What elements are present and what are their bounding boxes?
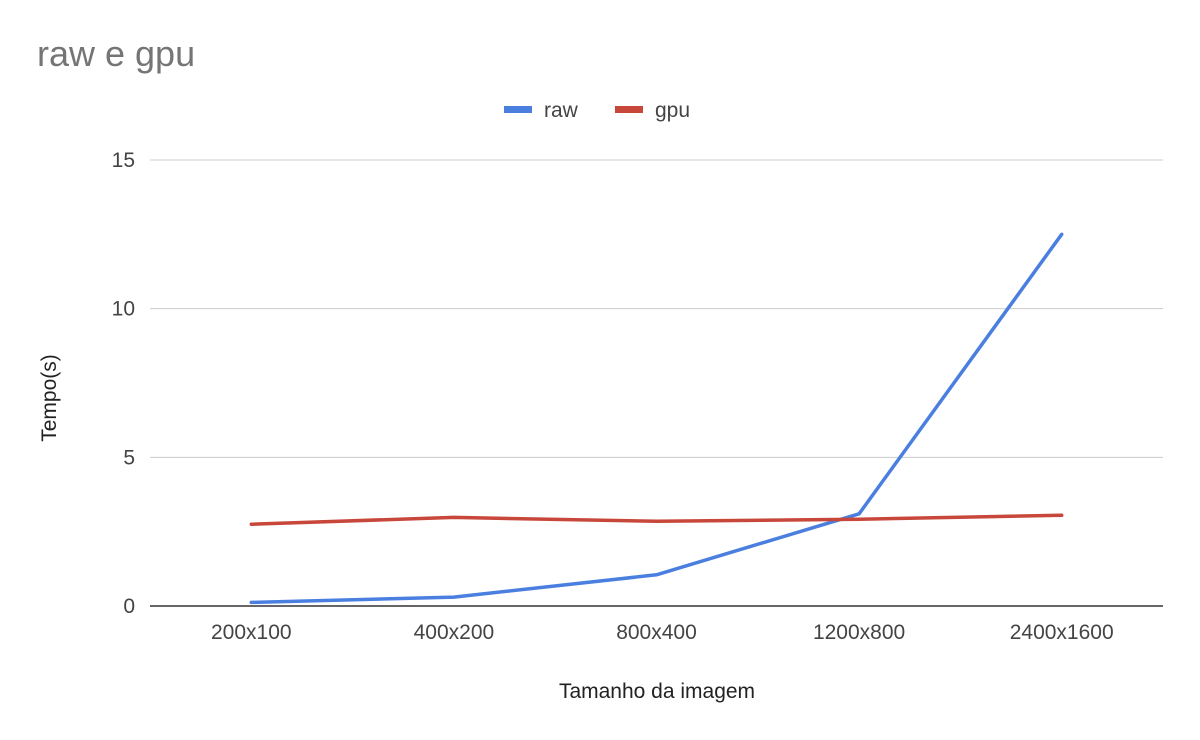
legend-label: gpu bbox=[655, 99, 690, 122]
x-tick-label: 200x100 bbox=[211, 621, 292, 644]
data-point bbox=[858, 513, 860, 515]
legend: raw gpu bbox=[504, 99, 690, 122]
data-point bbox=[453, 516, 455, 518]
y-axis-title: Tempo(s) bbox=[38, 354, 61, 442]
data-point bbox=[858, 518, 860, 520]
y-axis-ticks: 0 5 10 15 bbox=[112, 149, 135, 618]
series-line-gpu bbox=[249, 513, 1064, 526]
x-tick-label: 800x400 bbox=[616, 621, 697, 644]
series-line-raw bbox=[249, 232, 1064, 605]
chart-title: raw e gpu bbox=[37, 33, 195, 74]
y-tick-label: 5 bbox=[123, 446, 135, 469]
y-tick-label: 0 bbox=[123, 595, 135, 618]
data-point bbox=[250, 523, 252, 525]
legend-swatch bbox=[504, 106, 532, 113]
data-point bbox=[656, 574, 657, 576]
x-tick-label: 1200x800 bbox=[813, 621, 905, 644]
legend-swatch bbox=[615, 106, 643, 113]
legend-item-gpu: gpu bbox=[615, 99, 690, 122]
series-lines bbox=[249, 232, 1064, 605]
data-point bbox=[1061, 233, 1063, 235]
series-raw bbox=[249, 232, 1064, 605]
series-gpu bbox=[249, 513, 1064, 526]
x-axis-ticks: 200x100 400x200 800x400 1200x800 2400x1600 bbox=[211, 621, 1114, 644]
y-tick-label: 15 bbox=[112, 149, 135, 172]
data-point bbox=[453, 596, 455, 598]
x-tick-label: 400x200 bbox=[414, 621, 495, 644]
legend-label: raw bbox=[544, 99, 579, 122]
legend-item-raw: raw bbox=[504, 99, 579, 122]
data-point bbox=[1061, 514, 1063, 516]
data-point bbox=[250, 601, 252, 603]
x-tick-label: 2400x1600 bbox=[1010, 621, 1114, 644]
x-axis-title: Tamanho da imagem bbox=[559, 680, 755, 703]
y-tick-label: 10 bbox=[112, 298, 135, 321]
gridlines bbox=[150, 159, 1163, 607]
data-point bbox=[656, 520, 657, 522]
